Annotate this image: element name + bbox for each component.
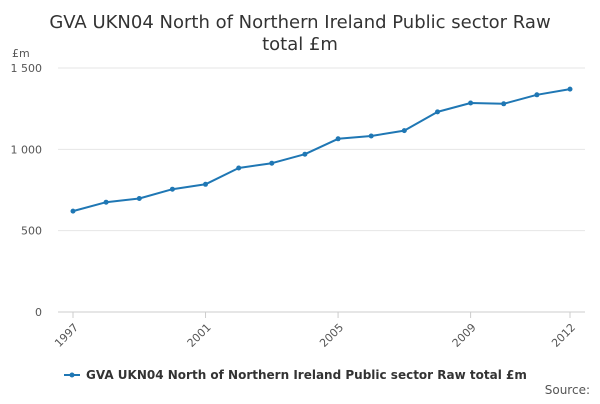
y-axis-label: £m (12, 47, 30, 60)
chart-title-line-2: total £m (262, 34, 338, 55)
y-tick-label: 0 (35, 306, 42, 319)
x-tick-labels: 1997 2001 2005 2009 2012 (52, 321, 578, 350)
legend-label: GVA UKN04 North of Northern Ireland Publ… (86, 368, 527, 382)
x-tick-label: 2012 (549, 321, 578, 350)
series (70, 86, 573, 214)
chart-title: GVA UKN04 North of Northern Ireland Publ… (49, 12, 550, 55)
data-point (534, 92, 540, 98)
y-tick-label: 500 (21, 225, 42, 238)
axes (58, 311, 585, 318)
data-point (269, 160, 275, 166)
x-tick-label: 2005 (317, 321, 346, 350)
x-tick-label: 2001 (185, 321, 214, 350)
data-point (468, 100, 474, 106)
data-point (169, 186, 175, 192)
legend-dot-marker (69, 372, 75, 378)
y-tick-labels: 0 500 1 000 1 500 (11, 62, 43, 319)
y-tick-label: 1 000 (11, 143, 43, 156)
data-point (302, 151, 308, 157)
data-point (203, 181, 208, 187)
data-point (136, 196, 142, 201)
data-point (335, 136, 341, 142)
data-point (567, 86, 573, 92)
x-tick-label: 2009 (450, 321, 479, 350)
source-label: Source: (545, 383, 590, 397)
data-point (70, 208, 76, 214)
data-point (236, 165, 242, 171)
data-point (501, 101, 507, 107)
chart-title-line-1: GVA UKN04 North of Northern Ireland Publ… (49, 12, 550, 33)
data-point (103, 199, 109, 205)
data-point (368, 133, 374, 139)
data-point (401, 128, 407, 134)
legend[interactable]: GVA UKN04 North of Northern Ireland Publ… (64, 368, 527, 382)
gridlines (58, 67, 585, 232)
x-tick-label: 1997 (52, 321, 81, 350)
data-point (435, 109, 440, 115)
series-line (72, 88, 571, 213)
y-tick-label: 1 500 (11, 62, 43, 75)
